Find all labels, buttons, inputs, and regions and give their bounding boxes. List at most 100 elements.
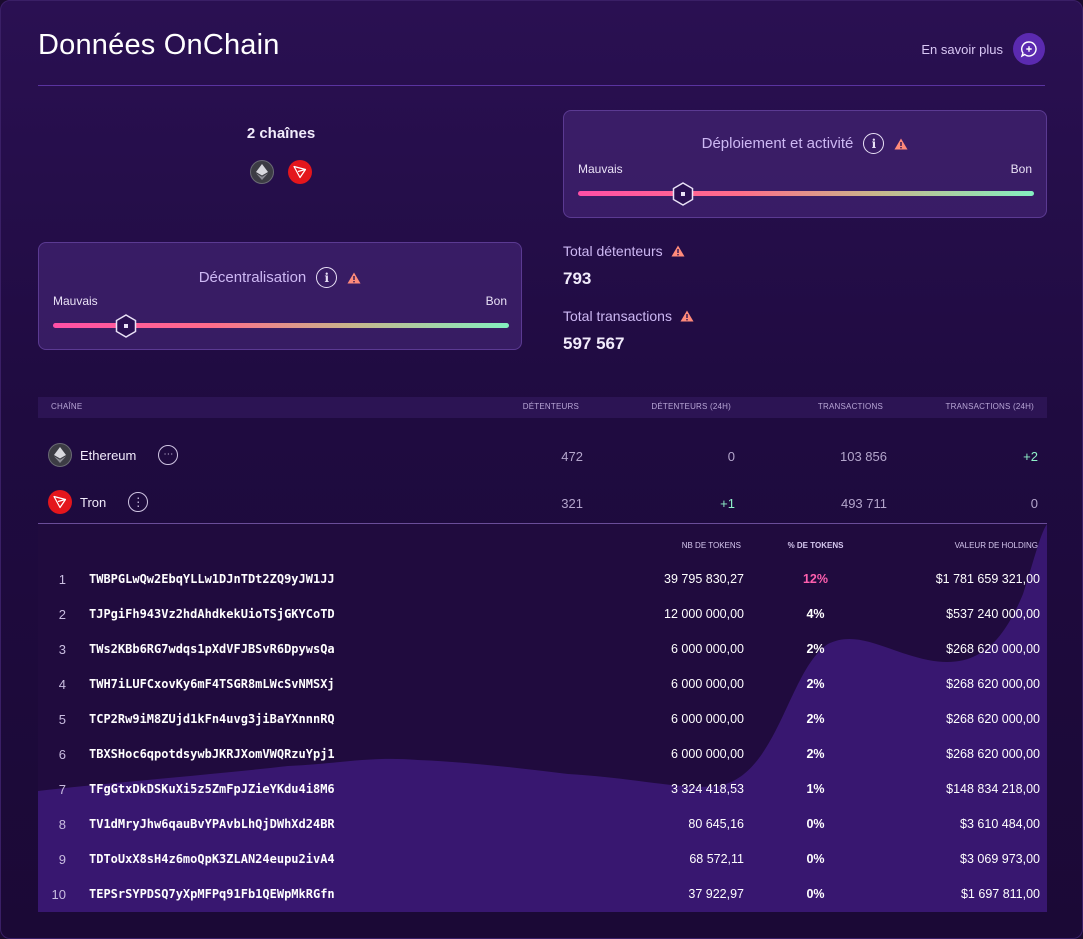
holder-value: $537 240 000,00 xyxy=(946,607,1040,621)
holder-token-count: 80 645,16 xyxy=(688,817,744,831)
holder-rank: 2 xyxy=(58,607,66,622)
holder-value: $148 834 218,00 xyxy=(946,782,1040,796)
holder-value: $1 781 659 321,00 xyxy=(935,572,1040,586)
holder-value: $1 697 811,00 xyxy=(960,887,1040,901)
holder-rank: 4 xyxy=(58,677,66,692)
transactions-24h-cell: +2 xyxy=(1023,449,1038,464)
decentralization-low-label: Mauvais xyxy=(53,294,98,308)
column-header-transactions[interactable]: TRANSACTIONS xyxy=(817,402,883,411)
ethereum-icon[interactable] xyxy=(250,160,274,184)
holder-rank: 5 xyxy=(58,712,66,727)
column-header-chain[interactable]: CHAÎNE xyxy=(51,402,83,411)
column-header-transactions-24h[interactable]: TRANSACTIONS (24H) xyxy=(945,402,1034,411)
holder-address[interactable]: TCP2Rw9iM8ZUjd1kFn4uvg3jiBaYXnnnRQ xyxy=(89,712,335,726)
holder-value: $3 069 973,00 xyxy=(960,852,1040,866)
chat-icon xyxy=(1013,33,1045,65)
more-options-icon[interactable]: ⋯ xyxy=(158,445,179,465)
chain-row-ethereum[interactable]: Ethereum ⋯ 472 0 103 856 +2 xyxy=(38,438,1047,472)
warning-icon xyxy=(894,138,908,149)
decentralization-score-card: Décentralisation i Mauvais Bon xyxy=(38,242,522,350)
holder-row[interactable]: 9 TDToUxX8sH4z6moQpK3ZLAN24eupu2ivA4 68 57… xyxy=(38,852,1047,887)
holder-row[interactable]: 6 TBXSHoc6qpotdsywbJKRJXomVWQRzuYpj1 6 000… xyxy=(38,747,1047,782)
holder-row[interactable]: 3 TWs2KBb6RG7wdqs1pXdVFJBSvR6DpywsQa 6 000… xyxy=(38,642,1047,677)
total-transactions-value: 597 567 xyxy=(563,334,625,353)
holder-token-percent: 12% xyxy=(802,572,829,586)
learn-more-label: En savoir plus xyxy=(921,41,1003,57)
holder-row[interactable]: 8 TV1dMryJhw6qauBvYPAvbLhQjDWhXd24BR 80 64… xyxy=(38,817,1047,852)
holder-token-percent: 2% xyxy=(806,712,825,726)
holder-token-percent: 0% xyxy=(806,817,825,831)
holder-token-percent: 1% xyxy=(806,782,825,796)
total-holders-label: Total détenteurs xyxy=(563,243,663,259)
holder-address[interactable]: TWBPGLwQw2EbqYLLw1DJnTDt2ZQ9yJW1JJ xyxy=(89,572,335,586)
more-options-icon[interactable]: ⋮ xyxy=(128,492,149,512)
ethereum-icon xyxy=(48,443,72,467)
holder-token-count: 6 000 000,00 xyxy=(671,677,744,691)
chain-table-header: CHAÎNE DÉTENTEURS DÉTENTEURS (24H) TRANS… xyxy=(38,397,1047,418)
column-header-holders[interactable]: DÉTENTEURS xyxy=(522,402,579,411)
section-divider xyxy=(38,523,1047,524)
column-header-holders-24h[interactable]: DÉTENTEURS (24H) xyxy=(651,402,731,411)
holder-row[interactable]: 2 TJPgiFh943Vz2hdAhdkekUioTSjGKYCoTD 12 00… xyxy=(38,607,1047,642)
holder-row[interactable]: 7 TFgGtxDkDSKuXi5z5ZmFpJZieYKdu4i8M6 3 324… xyxy=(38,782,1047,817)
info-icon[interactable]: i xyxy=(863,133,885,154)
holder-row[interactable]: 4 TWH7iLUFCxovKy6mF4TSGR8mLWcSvNMSXj 6 000… xyxy=(38,677,1047,712)
holders-24h-cell: +1 xyxy=(720,496,735,511)
holder-address[interactable]: TFgGtxDkDSKuXi5z5ZmFpJZieYKdu4i8M6 xyxy=(89,782,335,796)
holder-token-percent: 2% xyxy=(806,677,825,691)
holder-token-count: 6 000 000,00 xyxy=(671,747,744,761)
transactions-cell: 493 711 xyxy=(840,496,887,511)
holder-address[interactable]: TV1dMryJhw6qauBvYPAvbLhQjDWhXd24BR xyxy=(89,817,335,831)
column-header-token-percent[interactable]: % DE TOKENS xyxy=(787,541,844,550)
chain-row-tron[interactable]: Tron ⋮ 321 +1 493 711 0 xyxy=(38,485,1047,519)
holder-address[interactable]: TJPgiFh943Vz2hdAhdkekUioTSjGKYCoTD xyxy=(89,607,335,621)
warning-icon xyxy=(680,310,694,322)
deployment-low-label: Mauvais xyxy=(578,162,623,176)
chains-summary: 2 chaînes xyxy=(201,125,361,184)
decentralization-score-track xyxy=(53,323,509,328)
holder-address[interactable]: TBXSHoc6qpotdsywbJKRJXomVWQRzuYpj1 xyxy=(89,747,335,761)
header-divider xyxy=(38,85,1045,86)
holder-row[interactable]: 10 TEPSrSYPDSQ7yXpMFPq91Fb1QEWpMkRGfn 37 9… xyxy=(38,887,1047,922)
deployment-score-thumb[interactable] xyxy=(672,182,694,206)
learn-more-button[interactable]: En savoir plus xyxy=(921,33,1045,65)
column-header-holding-value[interactable]: VALEUR DE HOLDING xyxy=(954,541,1038,550)
holders-cell: 321 xyxy=(561,496,583,511)
holder-token-count: 37 922,97 xyxy=(688,887,744,901)
chain-name: Tron xyxy=(80,494,107,510)
holder-token-percent: 0% xyxy=(806,852,825,866)
page-title: Données OnChain xyxy=(38,29,280,61)
holder-row[interactable]: 1 TWBPGLwQw2EbqYLLw1DJnTDt2ZQ9yJW1JJ 39 79… xyxy=(38,572,1047,607)
holder-value: $268 620 000,00 xyxy=(946,677,1040,691)
warning-icon xyxy=(671,245,685,257)
holder-address[interactable]: TEPSrSYPDSQ7yXpMFPq91Fb1QEWpMkRGfn xyxy=(89,887,335,901)
chains-count: 2 chaînes xyxy=(246,125,316,142)
tron-icon[interactable] xyxy=(288,160,312,184)
holder-token-count: 6 000 000,00 xyxy=(671,712,744,726)
holder-token-count: 12 000 000,00 xyxy=(664,607,744,621)
holder-value: $268 620 000,00 xyxy=(946,642,1040,656)
holders-distribution-area xyxy=(38,524,1047,912)
holder-token-count: 6 000 000,00 xyxy=(671,642,744,656)
total-holders-value: 793 xyxy=(563,269,592,288)
holder-value: $268 620 000,00 xyxy=(946,712,1040,726)
holder-row[interactable]: 5 TCP2Rw9iM8ZUjd1kFn4uvg3jiBaYXnnnRQ 6 000… xyxy=(38,712,1047,747)
info-icon[interactable]: i xyxy=(316,267,338,288)
holder-address[interactable]: TWH7iLUFCxovKy6mF4TSGR8mLWcSvNMSXj xyxy=(89,677,335,691)
decentralization-score-thumb[interactable] xyxy=(115,314,137,338)
holder-value: $268 620 000,00 xyxy=(946,747,1040,761)
deployment-score-title: Déploiement et activité xyxy=(701,135,854,152)
decentralization-score-title: Décentralisation xyxy=(198,269,307,286)
holder-address[interactable]: TWs2KBb6RG7wdqs1pXdVFJBSvR6DpywsQa xyxy=(89,642,335,656)
chain-name: Ethereum xyxy=(80,447,137,463)
holder-token-count: 39 795 830,27 xyxy=(664,572,744,586)
holder-address[interactable]: TDToUxX8sH4z6moQpK3ZLAN24eupu2ivA4 xyxy=(89,852,335,866)
holder-rank: 3 xyxy=(58,642,66,657)
total-transactions: Total transactions 597 567 xyxy=(563,308,694,354)
deployment-score-track xyxy=(578,191,1034,196)
holders-cell: 472 xyxy=(561,449,583,464)
holder-token-percent: 2% xyxy=(806,747,825,761)
transactions-cell: 103 856 xyxy=(840,449,887,464)
column-header-token-count[interactable]: NB DE TOKENS xyxy=(681,541,741,550)
decentralization-high-label: Bon xyxy=(485,294,507,308)
